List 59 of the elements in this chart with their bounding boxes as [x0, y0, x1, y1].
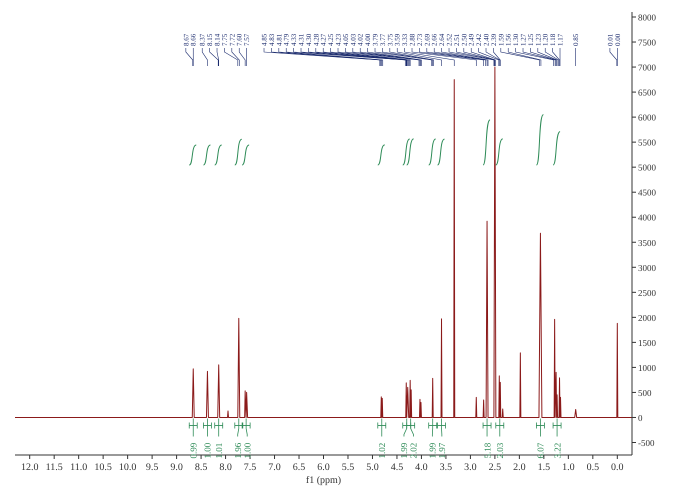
y-tick-label: 1500	[638, 338, 656, 348]
x-tick-label: 4.0	[415, 462, 428, 473]
x-axis-title: f1 (ppm)	[306, 475, 342, 486]
annotation: 1.99	[399, 442, 410, 458]
annotation: 0.99	[188, 442, 198, 458]
annotation: 3.22	[552, 442, 562, 458]
y-tick-label: 500	[638, 388, 652, 398]
y-tick-label: 0	[638, 412, 643, 423]
x-tick-label: 3.0	[464, 462, 477, 473]
x-tick-label: 2.5	[488, 462, 502, 473]
x-tick-label: 10.5	[94, 462, 112, 473]
x-tick-label: 11.5	[46, 462, 63, 473]
x-tick-label: 6.0	[317, 462, 330, 473]
x-tick-label: 7.5	[244, 462, 256, 473]
annotation: 1.02	[376, 442, 387, 458]
annotation: 1.00	[202, 442, 213, 458]
y-tick-label: 1000	[638, 362, 656, 373]
x-tick-label: 10.0	[118, 462, 136, 473]
annotation: 5.18	[482, 442, 492, 458]
annotation: 1.00	[242, 442, 252, 458]
x-tick-label: 5.0	[366, 462, 379, 473]
annotation: 1.97	[437, 442, 448, 458]
y-tick-label: 4000	[638, 212, 656, 223]
annotation: 1.96	[232, 442, 243, 458]
annotation: 1.01	[214, 442, 224, 458]
x-tick-label: 5.5	[342, 462, 354, 473]
x-tick-label: 4.5	[390, 462, 404, 473]
y-tick-label: 3000	[638, 262, 656, 273]
annotation: 2.03	[494, 442, 505, 458]
y-tick-label: 3500	[638, 238, 656, 248]
y-tick-label: 6500	[638, 88, 656, 98]
annotation: 6.07	[536, 442, 546, 458]
x-tick-label: 11.0	[70, 462, 88, 473]
y-tick-label: 7500	[638, 38, 656, 48]
x-tick-label: 7.0	[268, 462, 281, 473]
line-series	[14, 66, 632, 418]
x-tick-label: 9.5	[146, 462, 158, 473]
x-tick-label: 0.0	[611, 462, 624, 473]
annotation: 1.99	[428, 442, 438, 458]
y-tick-label: 4500	[638, 188, 656, 198]
y-tick-label: 6000	[638, 112, 656, 123]
y-tick-label: 7000	[638, 62, 656, 73]
x-tick-label: 2.0	[513, 462, 526, 473]
x-tick-label: 12.0	[20, 462, 38, 473]
y-tick-label: 5500	[638, 138, 656, 148]
x-tick-label: 1.0	[562, 462, 575, 473]
x-tick-label: 3.5	[440, 462, 452, 473]
x-tick-label: 1.5	[538, 462, 550, 473]
x-tick-label: 6.5	[292, 462, 306, 473]
y-tick-label: 2500	[638, 288, 656, 298]
x-tick-label: 8.0	[219, 462, 232, 473]
x-tick-label: 9.0	[170, 462, 183, 473]
y-tick-label: 8000	[638, 12, 656, 23]
x-tick-label: 0.5	[586, 462, 600, 473]
y-tick-label: 2000	[638, 312, 656, 323]
x-tick-label: 8.5	[194, 462, 208, 473]
y-tick-label: -500	[638, 438, 655, 448]
annotation: 2.02	[408, 442, 419, 458]
y-tick-label: 5000	[638, 162, 656, 173]
